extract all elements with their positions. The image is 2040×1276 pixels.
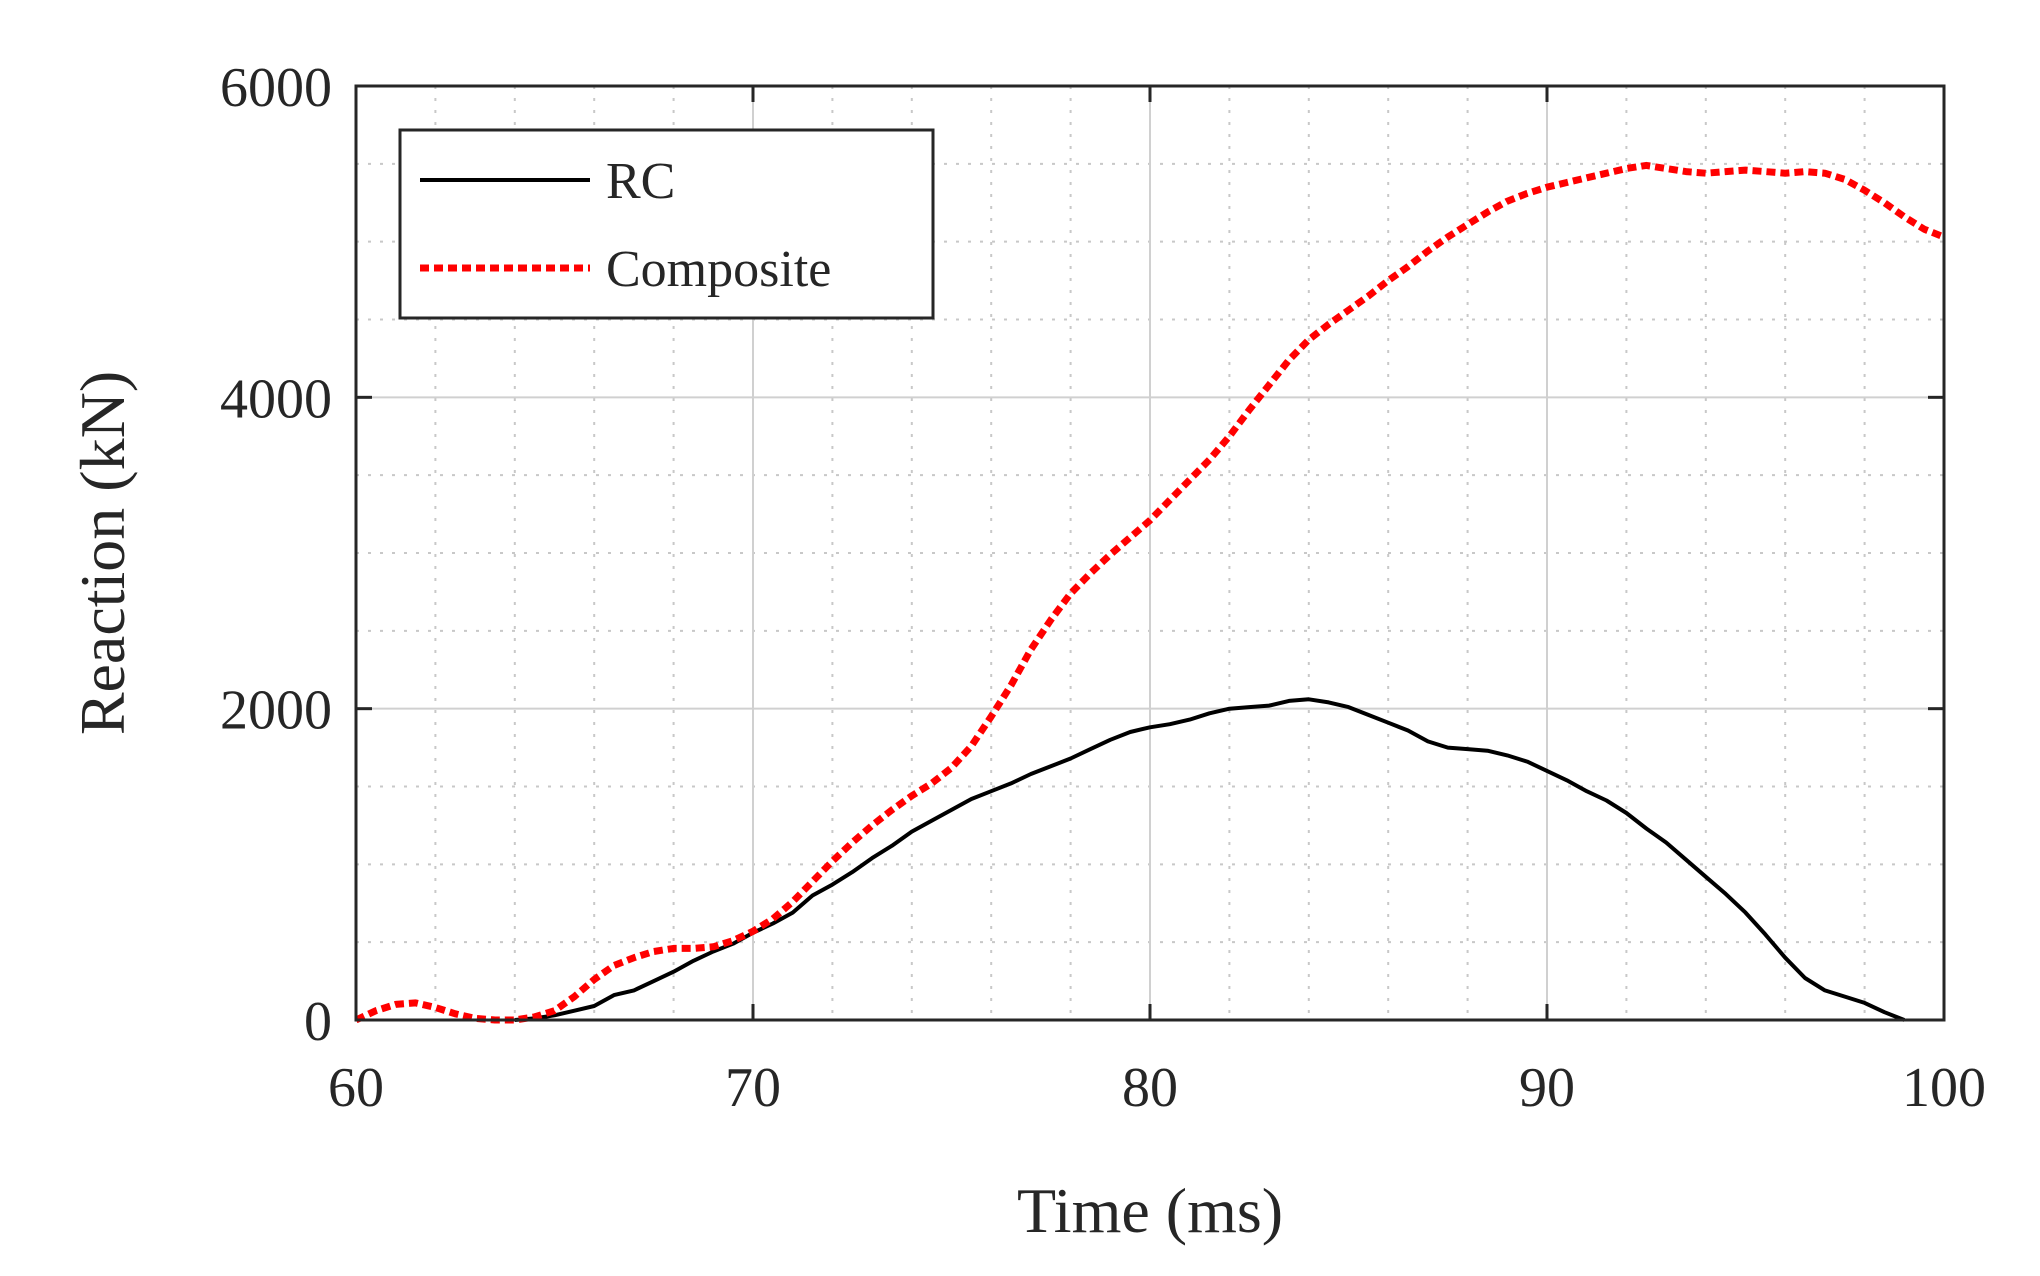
legend-box: [398, 128, 935, 320]
y-axis-title: Reaction (kN): [67, 371, 138, 735]
legend-label-rc: RC: [606, 153, 675, 210]
x-tick-label: 100: [1902, 1057, 1986, 1119]
tick-marks: [354, 84, 1946, 1022]
x-axis-title: Time (ms): [1017, 1175, 1283, 1246]
y-tick-label: 0: [304, 991, 332, 1053]
x-tick-labels: 60 70 80 90 100: [328, 1057, 1986, 1119]
series-line-rc: [514, 697, 1906, 1022]
y-tick-label: 6000: [220, 57, 332, 119]
x-tick-label: 80: [1122, 1057, 1178, 1119]
x-tick-label: 70: [725, 1057, 781, 1119]
legend-label-composite: Composite: [606, 241, 831, 298]
series-line-composite: [354, 161, 1946, 1024]
x-tick-label: 90: [1519, 1057, 1575, 1119]
y-tick-label: 4000: [220, 368, 332, 430]
legend: RC Composite: [398, 128, 935, 320]
y-tick-label: 2000: [220, 680, 332, 742]
y-tick-labels: 0 2000 4000 6000: [220, 57, 332, 1053]
x-tick-label: 60: [328, 1057, 384, 1119]
series-layer: [354, 161, 1946, 1024]
